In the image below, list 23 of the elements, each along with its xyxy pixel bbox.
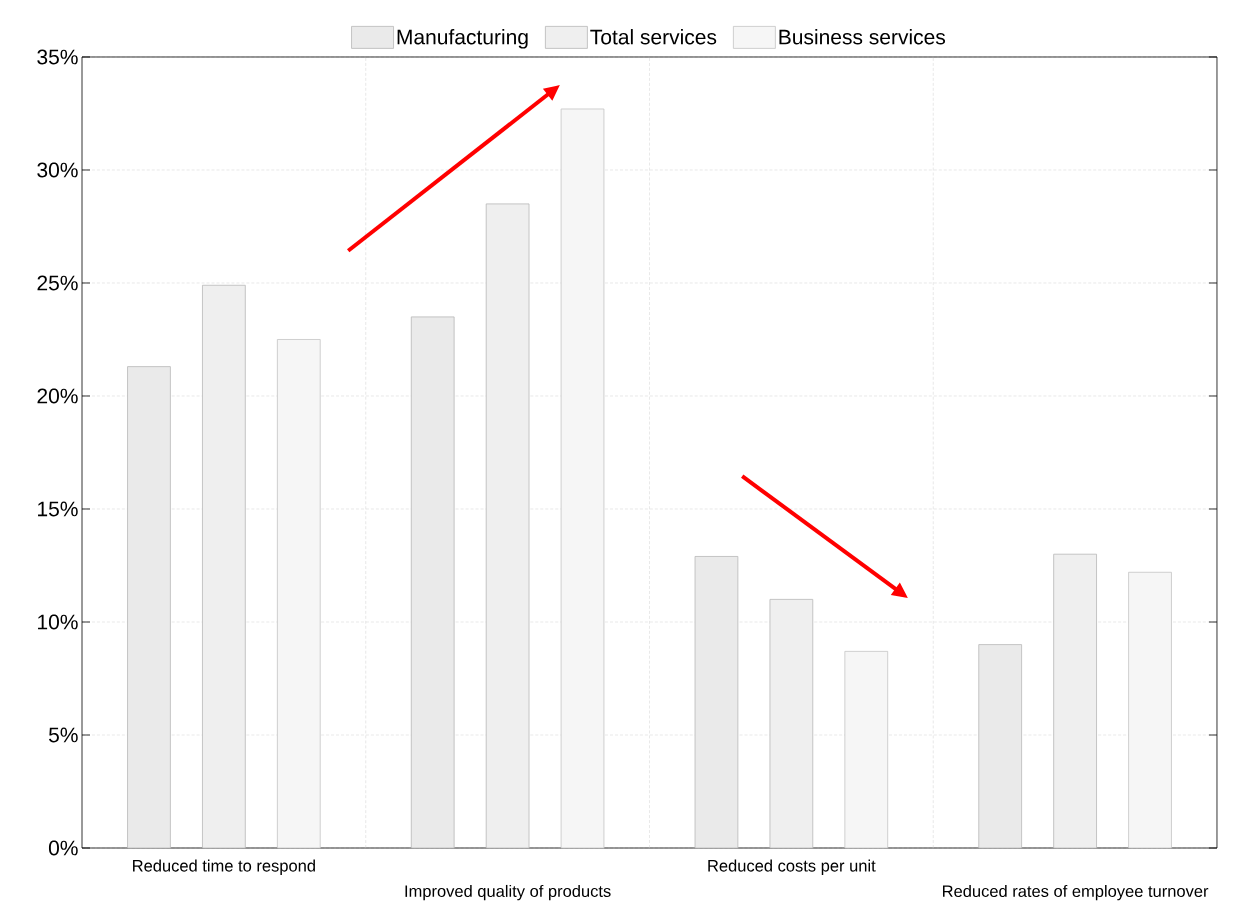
y-tick-label: 5%: [48, 727, 78, 743]
y-tick-label: 35%: [37, 49, 78, 65]
bar: [127, 366, 171, 849]
legend-label: Business services: [779, 29, 946, 45]
x-tick-label: Reduced rates of employee turnover: [943, 884, 1209, 901]
y-tick-label: 25%: [37, 275, 78, 291]
bar: [769, 599, 814, 849]
bar: [694, 556, 739, 849]
legend-label: Manufacturing: [397, 29, 528, 49]
y-tick-label: 10%: [38, 614, 78, 630]
y-tick-label: 30%: [37, 162, 78, 178]
bar: [1053, 553, 1097, 849]
x-tick-label: Improved quality of products: [405, 884, 611, 901]
legend-label: Total services: [590, 29, 717, 45]
y-tick-label: 15%: [38, 501, 78, 517]
bar: [978, 644, 1023, 849]
x-tick-label: Reduced costs per unit: [708, 859, 876, 875]
bar: [410, 316, 455, 849]
bar: [202, 284, 246, 849]
bar: [485, 203, 530, 849]
y-tick-label: 0%: [48, 840, 78, 856]
x-tick-label: Reduced time to respond: [133, 859, 315, 875]
y-tick-label: 20%: [37, 388, 78, 404]
